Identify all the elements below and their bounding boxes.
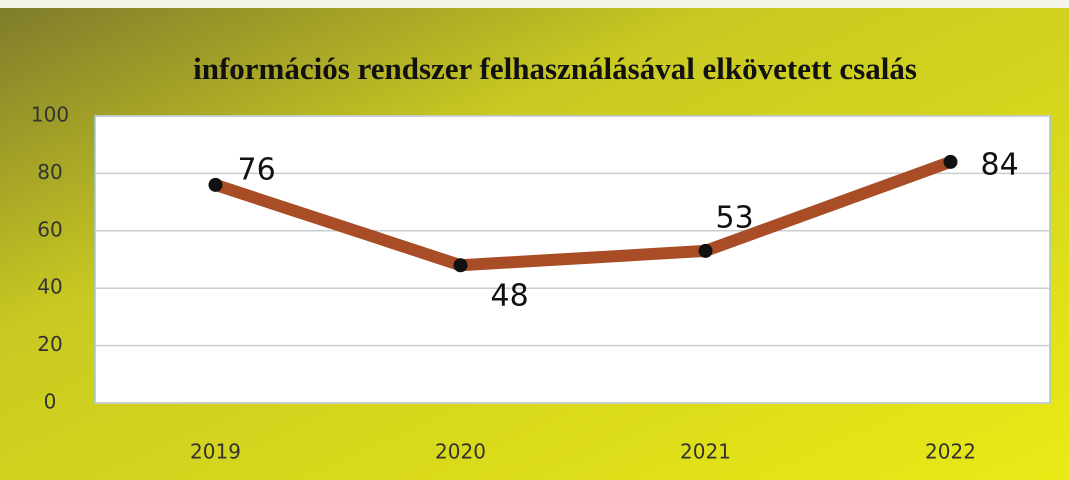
data-label: 48 — [491, 279, 529, 314]
y-tick-label: 40 — [37, 275, 62, 299]
data-label: 53 — [716, 200, 754, 235]
x-tick-label: 2019 — [190, 440, 241, 464]
marker — [943, 154, 958, 169]
marker — [208, 177, 223, 192]
y-tick-label: 0 — [44, 390, 57, 414]
marker — [698, 243, 713, 258]
top-strip — [0, 0, 1069, 8]
x-tick-label: 2021 — [680, 440, 731, 464]
x-tick-label: 2020 — [435, 440, 486, 464]
x-tick-label: 2022 — [925, 440, 976, 464]
chart-title: információs rendszer felhasználásával el… — [193, 51, 917, 86]
data-label: 84 — [981, 147, 1019, 182]
marks: 76 48 53 84 — [208, 147, 1019, 314]
y-tick-label: 100 — [31, 103, 69, 127]
grid: 0 20 40 60 80 100 2019 2020 2021 2022 — [31, 103, 1050, 464]
y-tick-label: 80 — [37, 160, 62, 184]
data-label: 76 — [238, 152, 276, 187]
marker — [453, 258, 468, 273]
line — [209, 155, 957, 272]
y-tick-label: 20 — [37, 332, 62, 356]
y-tick-label: 60 — [37, 217, 62, 241]
